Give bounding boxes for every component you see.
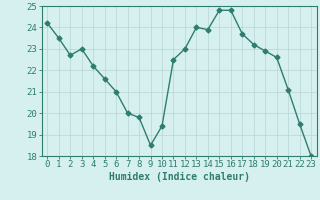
- X-axis label: Humidex (Indice chaleur): Humidex (Indice chaleur): [109, 172, 250, 182]
